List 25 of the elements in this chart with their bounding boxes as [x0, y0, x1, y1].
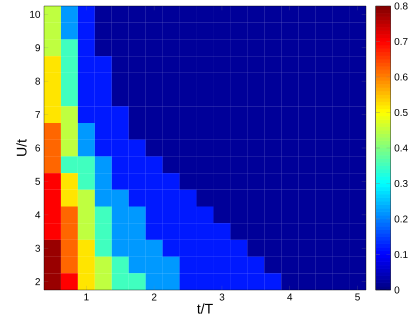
color-bar-label: 0.3 — [394, 180, 408, 188]
x-tick-label: 2 — [152, 294, 156, 300]
y-tick-label: 4 — [35, 211, 40, 218]
x-tick-label: 1 — [84, 294, 89, 300]
y-axis-title: U/t — [16, 139, 27, 156]
x-axis-title: t/T — [197, 303, 213, 314]
y-tick-label: 8 — [35, 78, 40, 85]
color-bar-label: 0.5 — [394, 108, 408, 116]
color-bar-label: 0.4 — [394, 144, 408, 152]
y-tick-label: 3 — [35, 244, 40, 252]
color-bar-label: 0 — [394, 286, 400, 294]
color-bar-label: 0.7 — [394, 38, 408, 46]
color-bar-label: 0.8 — [394, 2, 408, 10]
x-tick-label: 4 — [287, 294, 292, 300]
y-tick-label: 5 — [35, 178, 40, 185]
color-bar-label: 0.1 — [394, 250, 408, 258]
x-tick-label: 5 — [355, 294, 360, 300]
y-tick-label: 10 — [30, 10, 40, 18]
color-bar-label: 0.2 — [394, 215, 408, 223]
y-tick-label: 7 — [35, 111, 40, 118]
x-tick-label: 3 — [220, 294, 224, 301]
y-tick-label: 2 — [35, 278, 40, 286]
y-tick-label: 9 — [35, 44, 40, 52]
color-bar-label: 0.6 — [394, 73, 408, 81]
y-tick-label: 6 — [35, 144, 40, 152]
